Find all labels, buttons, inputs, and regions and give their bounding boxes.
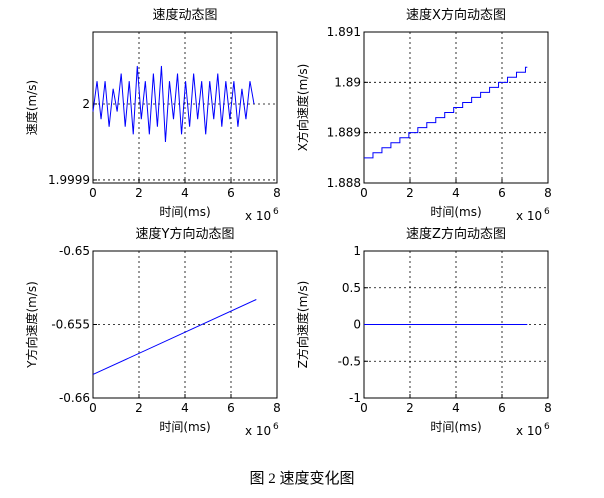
x-tick-label: 6	[227, 186, 235, 200]
x-tick-label: 6	[227, 401, 235, 415]
data-line	[364, 66, 528, 159]
y-tick-label: 1.888	[327, 176, 361, 190]
x-exponent: 6	[273, 207, 279, 217]
y-tick-label: -0.65	[59, 244, 90, 258]
x-tick-label: 2	[135, 401, 143, 415]
x-tick-label: 0	[89, 401, 97, 415]
y-tick-label: -0.655	[51, 318, 90, 332]
x-tick-label: 4	[452, 186, 460, 200]
x-multiplier: x 10	[516, 209, 542, 223]
chart-title: 速度Y方向动态图	[136, 226, 235, 242]
y-tick-label: 1.891	[327, 25, 361, 39]
y-axis-label: 速度(m/s)	[24, 80, 39, 135]
x-multiplier: x 10	[245, 209, 271, 223]
chart-title: 速度X方向动态图	[406, 7, 506, 23]
x-tick-label: 6	[498, 186, 506, 200]
data-line	[92, 299, 257, 375]
y-tick-label: 1.889	[327, 126, 361, 140]
x-tick-label: 8	[544, 186, 552, 200]
y-tick-label: 2	[82, 97, 90, 111]
data-line	[92, 65, 255, 142]
x-tick-label: 4	[181, 186, 189, 200]
y-tick-label: -1	[349, 391, 361, 405]
x-tick-label: 0	[89, 186, 97, 200]
x-tick-label: 2	[406, 186, 414, 200]
x-tick-label: 2	[135, 186, 143, 200]
x-exponent: 6	[544, 422, 550, 432]
y-tick-label: -0.66	[59, 391, 90, 405]
chart-title: 速度Z方向动态图	[406, 226, 506, 242]
y-axis-label: Z方向速度(m/s)	[295, 281, 310, 369]
x-axis-label: 时间(ms)	[430, 205, 481, 219]
x-exponent: 6	[273, 422, 279, 432]
y-tick-label: 0.5	[342, 281, 361, 295]
x-tick-label: 4	[452, 401, 460, 415]
axes-frame	[92, 250, 278, 399]
x-tick-label: 4	[181, 401, 189, 415]
x-tick-label: 0	[360, 401, 368, 415]
x-tick-label: 2	[406, 401, 414, 415]
axes-frame	[92, 31, 278, 184]
x-multiplier: x 10	[516, 424, 542, 438]
y-tick-label: 1.89	[334, 75, 361, 89]
chart-title: 速度动态图	[152, 7, 217, 23]
y-axis-label: Y方向速度(m/s)	[24, 281, 39, 369]
x-axis-label: 时间(ms)	[430, 420, 481, 434]
y-axis-label: X方向速度(m/s)	[295, 64, 310, 152]
x-axis-label: 时间(ms)	[159, 420, 210, 434]
x-multiplier: x 10	[245, 424, 271, 438]
y-tick-label: 1	[353, 244, 361, 258]
x-tick-label: 0	[360, 186, 368, 200]
x-tick-label: 6	[498, 401, 506, 415]
caption: 图 2 速度变化图	[249, 470, 354, 487]
x-tick-label: 8	[273, 186, 281, 200]
y-tick-label: -0.5	[338, 354, 361, 368]
axes-frame	[363, 31, 549, 184]
x-tick-label: 8	[544, 401, 552, 415]
y-tick-label: 1.9999	[48, 173, 90, 187]
y-tick-label: 0	[353, 318, 361, 332]
x-tick-label: 8	[273, 401, 281, 415]
x-exponent: 6	[544, 207, 550, 217]
x-axis-label: 时间(ms)	[159, 205, 210, 219]
